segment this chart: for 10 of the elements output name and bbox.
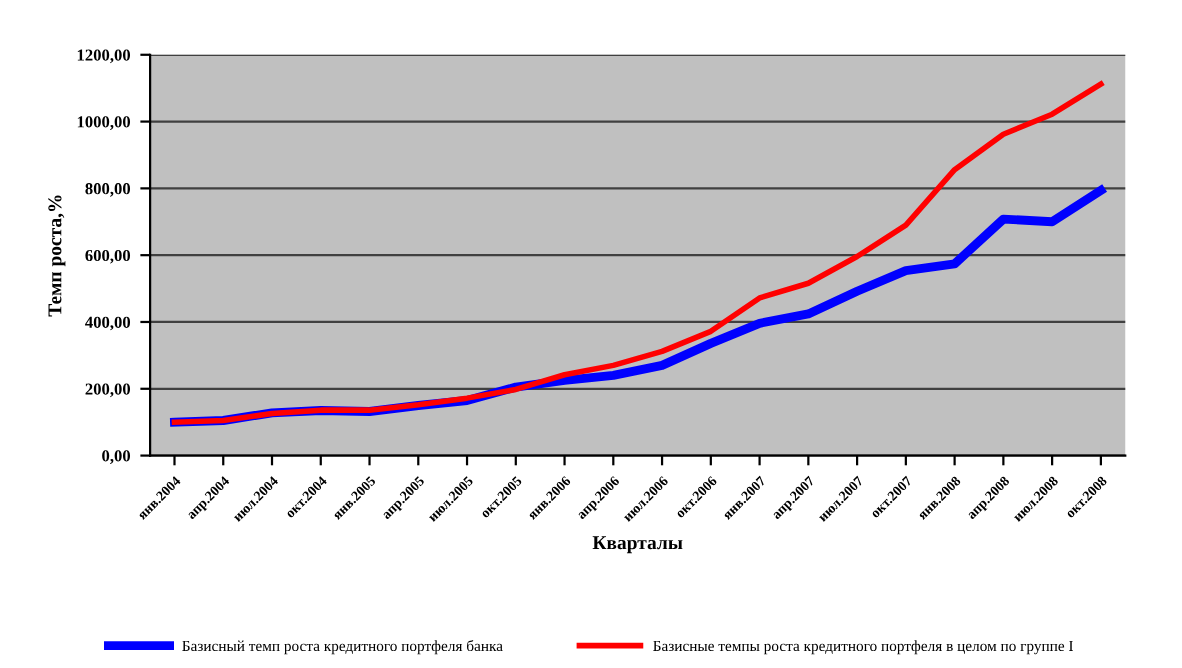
line-series: [171, 81, 1104, 425]
y-tick-label: 600,00: [85, 249, 131, 264]
y-tick-label: 0,00: [102, 450, 131, 464]
x-axis-title: Кварталы: [592, 536, 683, 554]
y-tick-label: 1000,00: [77, 116, 131, 130]
y-tick-label: 800,00: [85, 183, 131, 197]
y-axis-title: Темп роста,%: [48, 195, 66, 317]
y-tick-label: 1200,00: [77, 49, 131, 64]
y-tick-label: 400,00: [85, 316, 131, 331]
y-tick-label: 200,00: [85, 383, 131, 398]
